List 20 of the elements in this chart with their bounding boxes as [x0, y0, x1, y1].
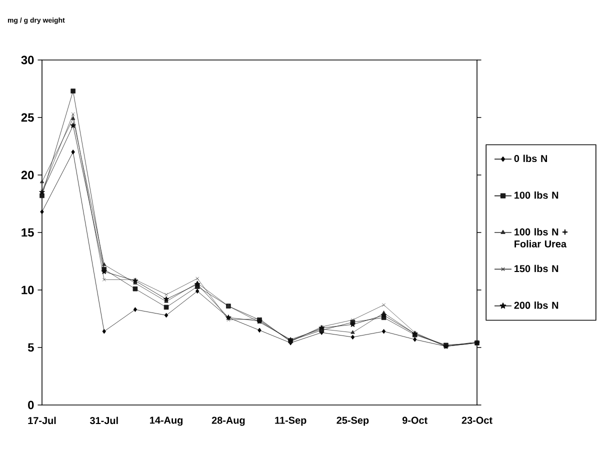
y-tick-label: 25 [21, 113, 34, 122]
x-tick-label: 9-Oct [402, 416, 428, 424]
legend-label: 200 lbs N [514, 302, 558, 309]
x-tick-label: 14-Aug [150, 416, 182, 426]
y-tick-label: 20 [21, 170, 34, 180]
legend-label: 150 lbs N [514, 264, 558, 272]
x-tick-label: 11-Sep [275, 416, 306, 426]
x-tick-label: 23-Oct [462, 416, 492, 424]
y-tick-label: 10 [22, 286, 34, 294]
x-tick-label: 17-Jul [28, 416, 56, 424]
y-tick-label: 0 [28, 400, 34, 410]
y-tick-label: 30 [21, 56, 34, 64]
legend-label: 0 lbs N [514, 154, 548, 162]
legend-label: 100 lbs N + Foliar Urea [514, 228, 568, 248]
y-tick-label: 5 [28, 343, 34, 352]
x-tick-label: 25-Sep [336, 416, 369, 426]
x-tick-label: 28-Aug [212, 416, 245, 426]
legend-label: 100 lbs N [514, 191, 558, 199]
y-tick-label: 15 [22, 228, 34, 237]
x-tick-label: 31-Jul [90, 416, 118, 424]
